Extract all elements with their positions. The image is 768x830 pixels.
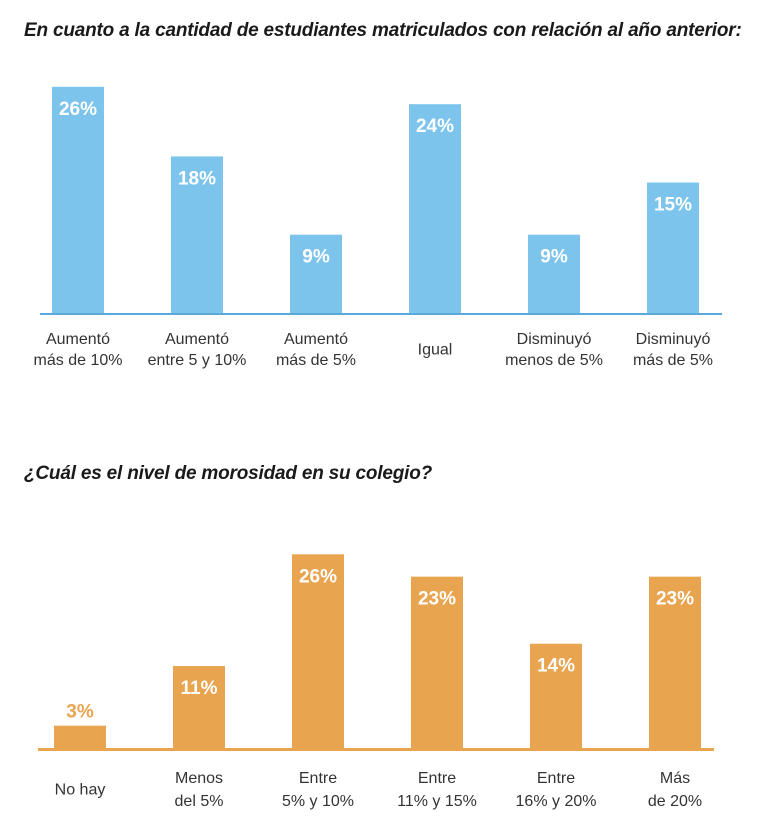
enrollment-data-label-3: 9% — [302, 247, 330, 268]
delinquency-x-axis-line — [38, 748, 714, 751]
enrollment-bar-chart: 26% Aumentó más de 10% 18% Aumentó entre 5 y … — [34, 86, 722, 369]
enrollment-category-label-6: Disminuyó más de 5% — [633, 331, 713, 369]
enrollment-category-label-2: Aumentó entre 5 y 10% — [148, 331, 247, 369]
delinquency-category-label-1: No hay — [55, 782, 106, 799]
delinquency-bar-3 — [292, 554, 344, 748]
enrollment-category-label-3: Aumentó más de 5% — [276, 331, 356, 369]
enrollment-bar-3 — [290, 234, 342, 313]
delinquency-bar-2 — [173, 666, 225, 748]
enrollment-bar-1 — [52, 86, 104, 313]
delinquency-category-label-5: Entre 16% y 20% — [516, 770, 597, 810]
enrollment-bar-5 — [528, 234, 580, 313]
enrollment-data-label-2: 18% — [178, 168, 216, 189]
delinquency-category-label-2: Menos del 5% — [175, 770, 224, 810]
delinquency-category-label-4: Entre 11% y 15% — [397, 770, 477, 810]
enrollment-bar-4 — [409, 104, 461, 313]
enrollment-data-label-1: 26% — [59, 99, 97, 120]
delinquency-bar-6 — [649, 576, 701, 748]
delinquency-bar-5 — [530, 643, 582, 748]
delinquency-bar-1 — [54, 725, 106, 748]
chart-title-enrollment: En cuanto a la cantidad de estudiantes m… — [24, 20, 742, 41]
enrollment-data-label-4: 24% — [416, 116, 454, 137]
enrollment-category-label-4: Igual — [418, 342, 453, 359]
delinquency-data-label-2: 11% — [181, 678, 218, 699]
enrollment-x-axis-line — [40, 313, 722, 315]
delinquency-data-label-6: 23% — [656, 589, 694, 610]
enrollment-bar-2 — [171, 156, 223, 313]
delinquency-bar-4 — [411, 576, 463, 748]
delinquency-data-label-1: 3% — [66, 702, 94, 723]
enrollment-category-label-1: Aumentó más de 10% — [34, 331, 123, 369]
delinquency-data-label-3: 26% — [299, 566, 337, 587]
delinquency-category-label-3: Entre 5% y 10% — [282, 770, 354, 810]
enrollment-bar-6 — [647, 182, 699, 313]
enrollment-data-label-6: 15% — [654, 195, 692, 216]
delinquency-data-label-5: 14% — [537, 656, 575, 677]
enrollment-category-label-5: Disminuyó menos de 5% — [505, 331, 603, 369]
delinquency-category-label-6: Más de 20% — [648, 770, 702, 810]
delinquency-data-label-4: 23% — [418, 589, 456, 610]
chart-title-delinquency: ¿Cuál es el nivel de morosidad en su col… — [24, 463, 433, 484]
enrollment-data-label-5: 9% — [540, 247, 568, 268]
